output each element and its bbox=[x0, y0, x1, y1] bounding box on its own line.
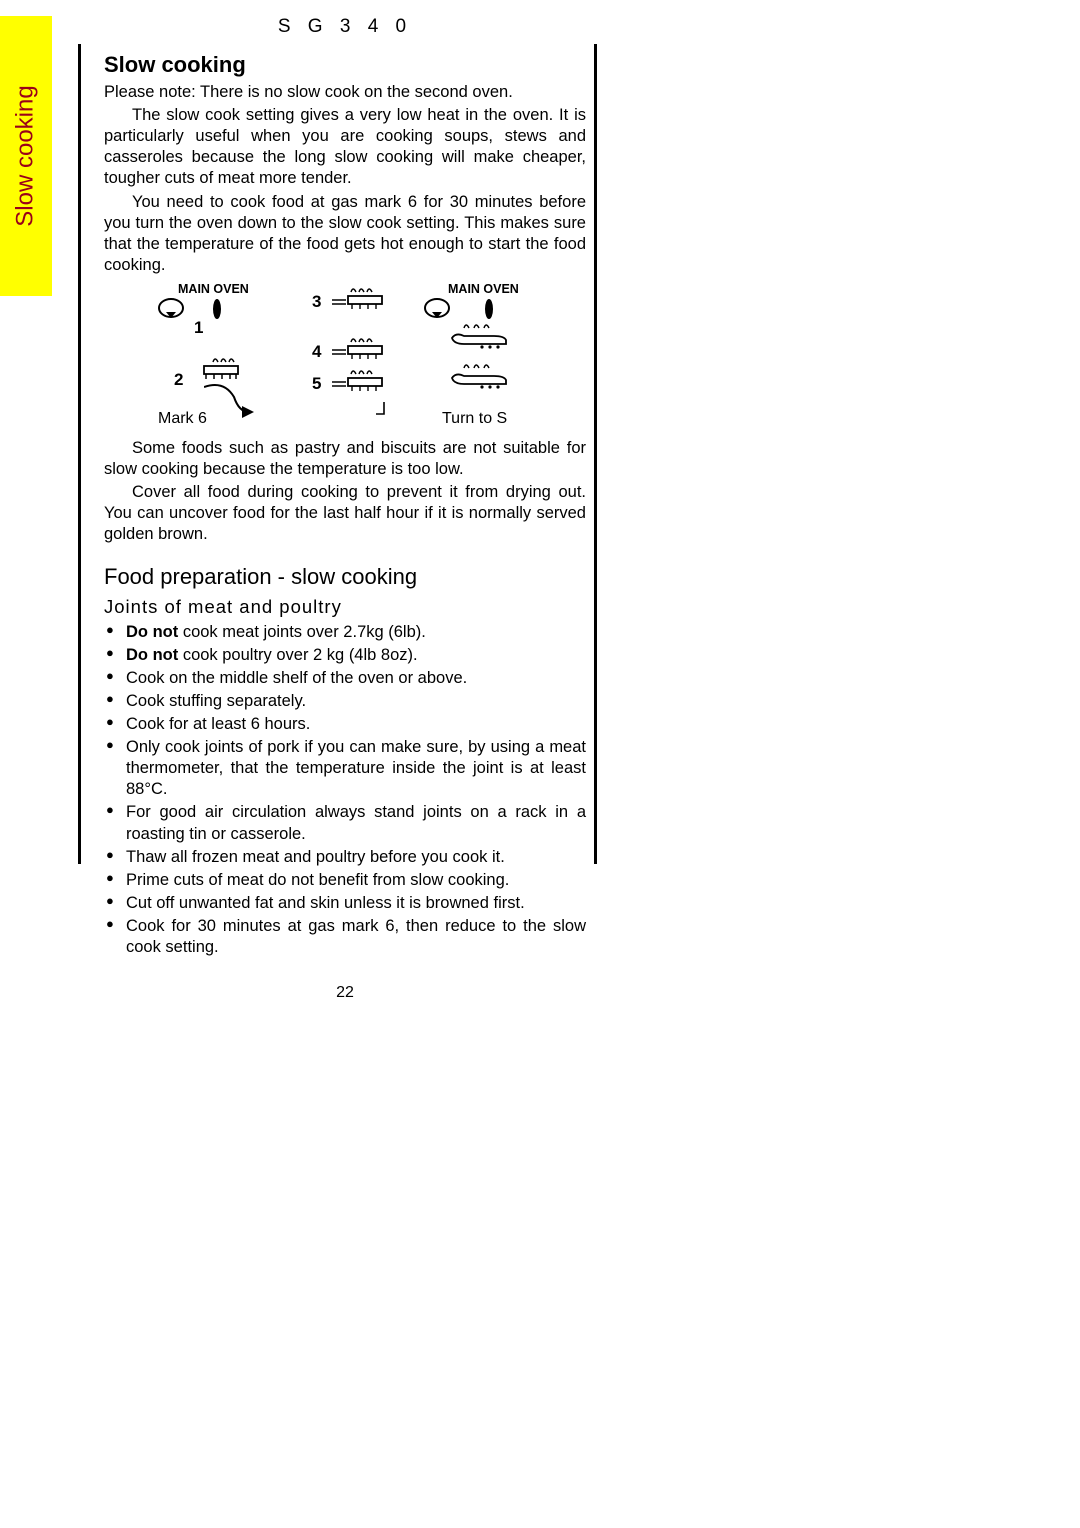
oven-label-left: MAIN OVEN bbox=[178, 282, 249, 296]
list-item: Cook for at least 6 hours. bbox=[104, 714, 586, 735]
oven-left-num-3: 3 bbox=[312, 292, 321, 312]
paragraph-1: The slow cook setting gives a very low h… bbox=[104, 105, 586, 189]
paragraph-3: Some foods such as pastry and biscuits a… bbox=[104, 438, 586, 480]
page-title: Slow cooking bbox=[104, 52, 586, 78]
list-item: Do not cook meat joints over 2.7kg (6lb)… bbox=[104, 622, 586, 643]
oven-left-num-2: 2 bbox=[174, 370, 183, 390]
list-item: For good air circulation always stand jo… bbox=[104, 802, 586, 844]
oven-left-num-5: 5 bbox=[312, 374, 321, 394]
oven-left-num-1: 1 bbox=[194, 318, 203, 338]
dish-icon-right-1 bbox=[444, 322, 514, 352]
list-item: Cook stuffing separately. bbox=[104, 691, 586, 712]
sub-heading: Joints of meat and poultry bbox=[104, 596, 586, 618]
list-item: Only cook joints of pork if you can make… bbox=[104, 737, 586, 800]
bullet-list: Do not cook meat joints over 2.7kg (6lb)… bbox=[104, 622, 586, 959]
shelf-stack-icon bbox=[326, 282, 396, 422]
column-rule-left bbox=[78, 44, 81, 864]
list-item: Thaw all frozen meat and poultry before … bbox=[104, 847, 586, 868]
dish-icon-right-2 bbox=[444, 362, 514, 392]
list-item: Cook on the middle shelf of the oven or … bbox=[104, 668, 586, 689]
page-column: S G 3 4 0 Slow cooking Please note: Ther… bbox=[90, 16, 600, 1002]
oven-label-right: MAIN OVEN bbox=[448, 282, 519, 296]
list-item: Prime cuts of meat do not benefit from s… bbox=[104, 870, 586, 891]
list-item: Do not cook poultry over 2 kg (4lb 8oz). bbox=[104, 645, 586, 666]
pointer-icon-left bbox=[204, 382, 264, 422]
paragraph-4: Cover all food during cooking to prevent… bbox=[104, 482, 586, 545]
page-number: 22 bbox=[90, 984, 600, 1002]
side-tab-label: Slow cooking bbox=[12, 85, 40, 226]
note-paragraph: Please note: There is no slow cook on th… bbox=[104, 82, 586, 103]
indicator-icon-left bbox=[212, 298, 222, 320]
shelf-icon-left-1 bbox=[194, 352, 248, 382]
oven-left-num-4: 4 bbox=[312, 342, 321, 362]
content-area: Slow cooking Please note: There is no sl… bbox=[90, 52, 600, 958]
oven-caption-right: Turn to S bbox=[442, 410, 507, 428]
list-item: Cook for 30 minutes at gas mark 6, then … bbox=[104, 916, 586, 958]
oven-diagram: MAIN OVEN 1 2 Mark 6 3 4 5 bbox=[104, 282, 586, 432]
side-tab: Slow cooking bbox=[0, 16, 52, 296]
knob-icon-left bbox=[158, 298, 184, 322]
paragraph-2: You need to cook food at gas mark 6 for … bbox=[104, 192, 586, 276]
section-heading: Food preparation - slow cooking bbox=[104, 564, 586, 590]
knob-icon-right bbox=[424, 298, 450, 322]
list-item: Cut off unwanted fat and skin unless it … bbox=[104, 893, 586, 914]
oven-caption-left: Mark 6 bbox=[158, 410, 207, 428]
indicator-icon-right bbox=[484, 298, 494, 320]
model-header: S G 3 4 0 bbox=[90, 16, 600, 38]
